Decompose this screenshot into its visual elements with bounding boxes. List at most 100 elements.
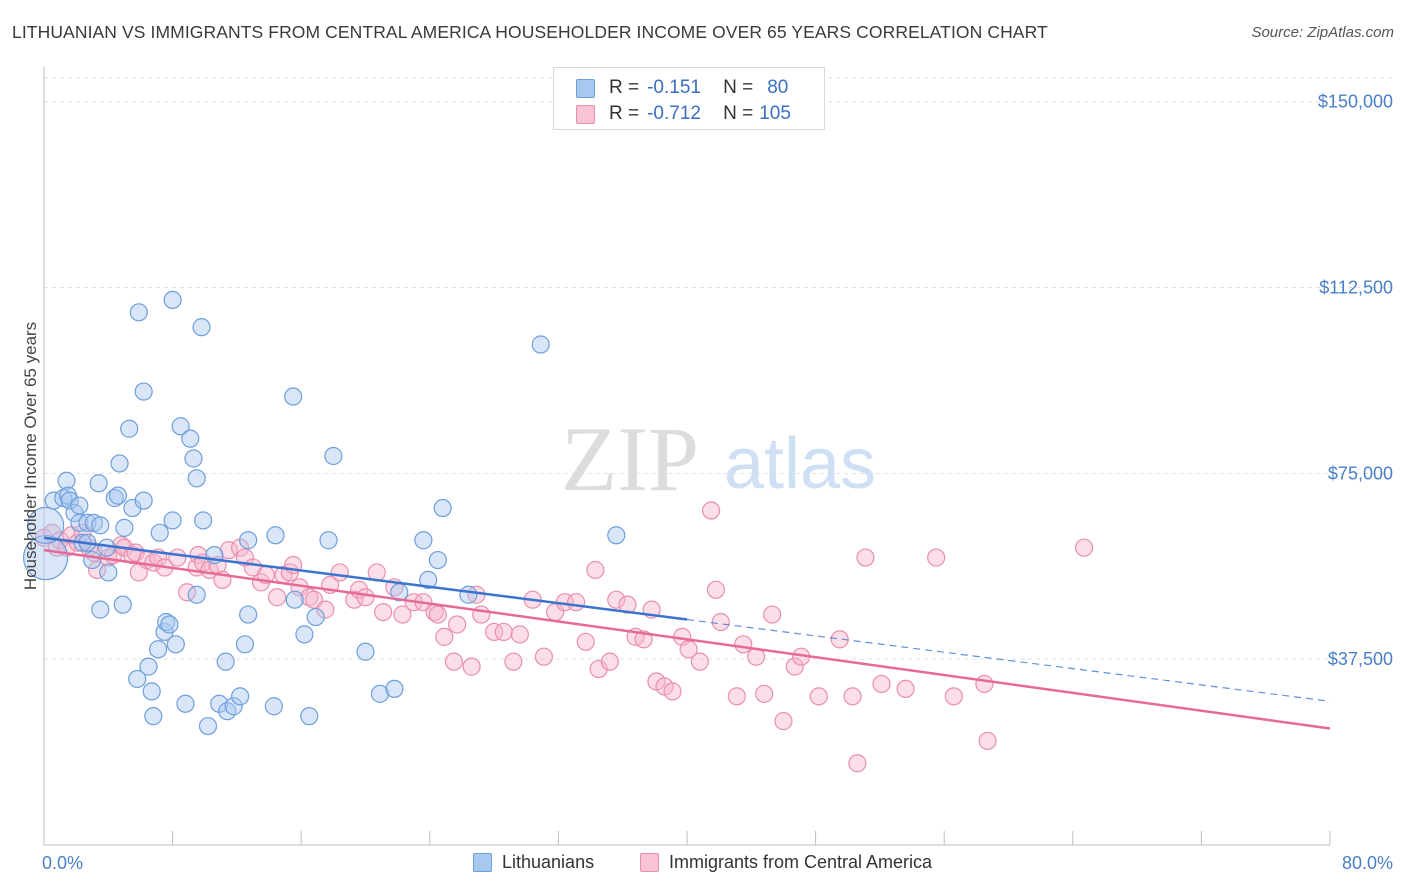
data-point	[448, 615, 467, 634]
data-point	[285, 590, 304, 609]
data-point	[809, 687, 828, 706]
x-tick-labels: 0.0% 80.0%	[42, 853, 1393, 873]
data-point	[27, 506, 65, 544]
data-point	[70, 496, 89, 515]
data-point	[607, 590, 626, 609]
data-point	[534, 647, 554, 666]
data-point	[171, 417, 190, 436]
data-point	[306, 607, 325, 627]
data-point	[763, 605, 782, 624]
data-point	[187, 585, 206, 604]
data-point	[120, 419, 139, 438]
data-point	[163, 511, 182, 530]
data-point	[194, 511, 213, 530]
y-tick-label: $37,500	[1328, 649, 1393, 669]
legend-row-lithuanians: R = -0.151 N = 80	[576, 75, 788, 101]
data-point	[975, 674, 994, 694]
data-point	[224, 697, 243, 716]
data-point	[944, 687, 963, 706]
data-point	[586, 560, 605, 580]
data-point	[295, 625, 314, 644]
data-point	[163, 290, 182, 310]
series-lithuanians-points	[23, 290, 626, 736]
data-point	[927, 548, 946, 567]
series-swatch-blue	[473, 853, 492, 872]
data-point	[181, 429, 200, 448]
data-point	[576, 632, 595, 651]
data-point	[266, 526, 285, 545]
data-point	[393, 605, 412, 624]
data-point	[727, 687, 746, 706]
data-point	[157, 612, 176, 632]
series-legend-label: Immigrants from Central America	[669, 852, 933, 872]
axes	[43, 67, 1331, 846]
data-point	[128, 669, 147, 689]
legend-r-label: R =	[609, 103, 640, 124]
y-tick-label: $112,500	[1319, 278, 1393, 298]
data-point	[472, 605, 491, 624]
data-point	[219, 541, 238, 560]
data-point	[166, 635, 185, 654]
legend-n-label: N =	[723, 77, 754, 98]
data-point	[504, 652, 523, 671]
data-point	[370, 684, 390, 703]
data-point	[99, 563, 118, 582]
data-point	[87, 560, 107, 580]
data-point	[187, 469, 206, 488]
data-point	[706, 580, 726, 599]
data-point	[108, 486, 128, 505]
data-point	[690, 652, 709, 671]
data-point	[843, 687, 862, 706]
data-point	[83, 550, 102, 570]
data-point	[531, 335, 550, 354]
data-point	[702, 501, 721, 520]
y-tick-label: $75,000	[1328, 463, 1393, 483]
legend-n-value: 105	[759, 103, 791, 124]
legend-r-value: -0.712	[647, 103, 701, 124]
legend-row-immigrants: R = -0.712 N = 105	[576, 101, 791, 127]
data-point	[316, 600, 335, 619]
legend-n-value: 80	[767, 77, 789, 98]
data-point	[149, 640, 168, 659]
correlation-legend: R = -0.151 N = 80 R = -0.712 N = 105	[553, 67, 825, 130]
data-point	[23, 534, 69, 581]
trend-line-lithuanians	[43, 536, 688, 621]
data-point	[319, 531, 338, 550]
data-point	[663, 682, 682, 701]
data-point	[1074, 538, 1094, 557]
data-point	[856, 548, 875, 567]
data-point	[774, 712, 793, 731]
trend-line-immigrants	[43, 548, 1331, 730]
data-point	[113, 595, 132, 614]
legend-r-label: R =	[609, 77, 640, 98]
data-point	[110, 454, 129, 473]
data-point	[300, 707, 319, 726]
series-immigrants-central-america-points	[34, 501, 1094, 773]
legend-swatch-pink	[576, 104, 595, 124]
trend-lines	[43, 536, 1331, 730]
data-point	[607, 526, 626, 545]
data-point	[144, 707, 163, 726]
data-point	[267, 588, 287, 607]
data-point	[494, 622, 513, 642]
data-point	[462, 657, 481, 676]
data-point	[785, 657, 804, 676]
data-point	[830, 630, 849, 649]
data-point	[510, 625, 529, 644]
y-tick-label: $150,000	[1318, 92, 1393, 112]
data-point	[734, 635, 753, 654]
data-point	[129, 303, 148, 322]
source-credit: Source: ZipAtlas.com	[1251, 24, 1394, 41]
data-point	[330, 563, 349, 582]
watermark-zip: ZIP	[561, 408, 699, 510]
data-point	[324, 446, 343, 466]
data-point	[300, 588, 319, 607]
series-legend-immigrants: Immigrants from Central America	[640, 852, 932, 873]
data-point	[433, 498, 452, 518]
data-point	[872, 674, 891, 694]
data-point	[142, 682, 161, 701]
data-point	[184, 449, 203, 468]
data-point	[134, 491, 153, 510]
series-legend: Lithuanians Immigrants from Central Amer…	[0, 852, 1406, 876]
